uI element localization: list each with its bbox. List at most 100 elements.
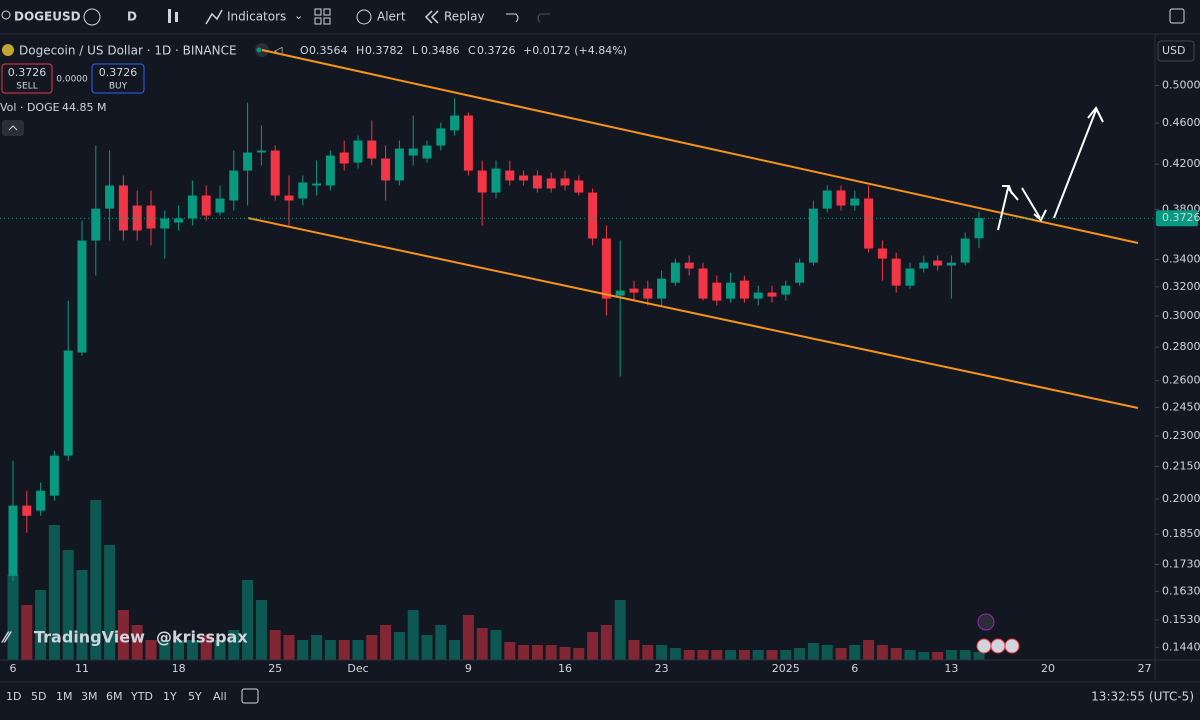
layout-icon xyxy=(314,17,322,25)
chart-type-icon[interactable] xyxy=(168,9,171,23)
x-tick-label: 27 xyxy=(1138,662,1152,675)
currency-select[interactable] xyxy=(1157,40,1195,62)
candle-body xyxy=(588,192,598,239)
ohlc-key: L xyxy=(412,44,419,57)
candle-body xyxy=(670,262,680,283)
candle-body xyxy=(408,148,418,156)
candle-body xyxy=(532,175,542,189)
volume-bar xyxy=(255,600,267,660)
candle-body xyxy=(905,268,915,286)
redo-icon[interactable] xyxy=(537,13,550,23)
event-icon[interactable] xyxy=(977,613,995,631)
range-button[interactable]: 1Y xyxy=(163,690,177,703)
x-tick-label: 20 xyxy=(1041,662,1055,675)
candle-body xyxy=(739,280,749,299)
volume-bar xyxy=(435,625,447,660)
replay-button[interactable]: Replay xyxy=(444,10,485,24)
volume-bar xyxy=(90,500,102,660)
alert-button[interactable]: Alert xyxy=(377,10,406,24)
x-tick-label: 2025 xyxy=(772,662,800,675)
volume-bar xyxy=(573,648,585,660)
event-icon[interactable] xyxy=(1004,638,1020,654)
candle-body xyxy=(270,150,280,196)
range-button[interactable]: 1M xyxy=(56,690,73,703)
date-range-icon[interactable] xyxy=(241,688,259,704)
candle-body xyxy=(118,185,128,231)
candle-body xyxy=(850,198,860,206)
layout-icon xyxy=(323,17,331,25)
candle-body xyxy=(822,190,832,209)
sell-button[interactable] xyxy=(1,63,53,94)
candle-body xyxy=(726,282,736,299)
channel-lower xyxy=(247,217,1139,409)
symbol[interactable]: DOGEUSD xyxy=(14,10,81,24)
y-tick-label: 0.2600 xyxy=(1162,374,1200,387)
volume-bar xyxy=(876,645,888,660)
last-price-label: 0.3726 xyxy=(1162,211,1200,224)
volume-bar xyxy=(338,640,350,660)
search-icon[interactable] xyxy=(1,10,11,20)
status-icon: ◁ xyxy=(274,44,283,57)
volume-bar xyxy=(752,650,764,660)
dropdown-caret[interactable]: ⌄ xyxy=(294,9,303,22)
buy-price: 0.3726 xyxy=(99,66,138,79)
volume-bar xyxy=(35,590,47,660)
candle-body xyxy=(229,170,239,201)
replay-icon xyxy=(430,10,439,24)
indicators-icon[interactable] xyxy=(205,9,223,25)
buy-button[interactable] xyxy=(91,63,145,94)
volume-bar xyxy=(518,645,530,660)
watermark-logo: ⁄⁄ xyxy=(1,629,13,647)
layout-icon[interactable] xyxy=(314,8,322,16)
volume-bar xyxy=(311,635,323,660)
replay-icon[interactable] xyxy=(424,10,433,24)
price-axis: USD 0.50000.46000.42000.38000.34000.3200… xyxy=(1154,34,1200,680)
candle-body xyxy=(560,178,570,186)
volume-bar xyxy=(393,631,405,660)
candle-body xyxy=(946,262,956,266)
ohlc-key: C xyxy=(468,44,476,57)
collapse-button[interactable] xyxy=(2,120,24,136)
volume-bar xyxy=(587,631,599,660)
x-tick-label: 6 xyxy=(10,662,17,675)
candle-body xyxy=(187,195,197,219)
candle-body xyxy=(201,195,211,216)
range-button[interactable]: All xyxy=(213,690,227,703)
fullscreen-icon[interactable] xyxy=(1169,8,1185,24)
candle-body xyxy=(381,158,391,181)
alert-icon[interactable] xyxy=(356,9,372,25)
candle-body xyxy=(919,262,929,269)
currency[interactable]: USD xyxy=(1162,44,1186,57)
candle-body xyxy=(615,290,625,296)
undo-icon[interactable] xyxy=(506,13,519,23)
candle-body xyxy=(132,205,142,231)
event-icon[interactable] xyxy=(976,638,992,654)
event-icon[interactable] xyxy=(990,638,1006,654)
volume-bar xyxy=(504,641,516,660)
volume-bar xyxy=(959,650,971,660)
range-button[interactable]: 5D xyxy=(31,690,46,703)
add-symbol[interactable] xyxy=(83,8,101,26)
interval[interactable]: D xyxy=(127,10,137,24)
range-button[interactable]: 3M xyxy=(81,690,98,703)
ohlc-value: 0.3486 xyxy=(421,44,460,57)
arrow xyxy=(997,185,1019,231)
volume-bar xyxy=(807,643,819,660)
range-button[interactable]: 1D xyxy=(6,690,21,703)
volume-bar xyxy=(104,545,116,660)
arrowhead xyxy=(1033,209,1047,222)
range-button[interactable]: 6M xyxy=(106,690,123,703)
spread: 0.0000 xyxy=(56,75,88,85)
range-button[interactable]: 5Y xyxy=(188,690,202,703)
candle-body xyxy=(353,140,363,163)
volume-bar xyxy=(297,640,309,660)
indicators-button[interactable]: Indicators xyxy=(227,10,286,24)
volume-bar xyxy=(945,650,957,660)
range-button[interactable]: YTD xyxy=(130,690,153,703)
arrow xyxy=(1053,109,1097,219)
candle-body xyxy=(712,282,722,301)
x-tick-label: 25 xyxy=(268,662,282,675)
candle-body xyxy=(974,218,984,239)
candle-body xyxy=(243,152,253,171)
